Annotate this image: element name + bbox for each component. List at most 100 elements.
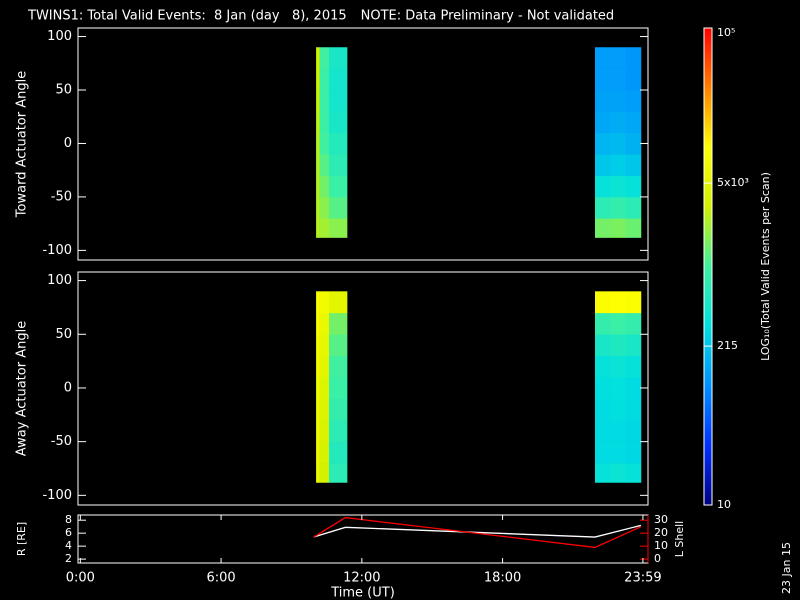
heatmap-cell <box>594 90 611 112</box>
heatmap-cell <box>319 377 330 400</box>
heatmap-cell <box>594 218 611 238</box>
heatmap-cell <box>625 68 642 91</box>
y-tick-label: 2 <box>65 552 72 565</box>
y-tick-label: -100 <box>42 243 72 258</box>
chart-title: TWINS1: Total Valid Events: 8 Jan (day 8… <box>27 9 347 24</box>
heatmap-cell <box>328 291 348 314</box>
heatmap-cell <box>328 111 348 134</box>
y-tick-label: 8 <box>65 513 72 526</box>
heatmap-cell <box>594 334 611 357</box>
heatmap-cell <box>610 355 627 378</box>
heatmap-cell <box>316 334 320 357</box>
heatmap-cell <box>328 420 348 442</box>
heatmap-cell <box>594 355 611 378</box>
date-stamp: 23 Jan 15 <box>780 542 793 594</box>
heatmap-cell <box>610 312 627 335</box>
y-tick-label: -50 <box>51 434 72 449</box>
heatmap-cell <box>610 463 627 483</box>
y-tick-label: 50 <box>55 83 72 98</box>
heatmap-cell <box>610 291 627 314</box>
heatmap-cell <box>328 175 348 198</box>
heatmap-cell <box>625 291 642 314</box>
y-axis-label: R [RE] <box>15 522 28 556</box>
colorbar-tick-label: 5x10³ <box>717 176 749 189</box>
heatmap-cell <box>328 377 348 400</box>
heatmap-cell <box>625 377 642 400</box>
x-axis-label: Time (UT) <box>330 586 395 600</box>
y2-tick-label: 0 <box>654 552 661 565</box>
y2-tick-label: 20 <box>654 526 668 539</box>
y-tick-label: 50 <box>55 327 72 342</box>
heatmap-cell <box>625 398 642 421</box>
y-axis-label: Away Actuator Angle <box>15 321 30 456</box>
y-tick-label: 6 <box>65 526 72 539</box>
heatmap-cell <box>316 111 320 134</box>
heatmap-cell <box>328 218 348 238</box>
heatmap-cell <box>594 175 611 198</box>
heatmap-cell <box>319 334 330 357</box>
heatmap-cell <box>594 111 611 134</box>
x-tick-label: 12:00 <box>343 571 380 586</box>
colorbar-tick-label: 10 <box>717 498 731 511</box>
heatmap-cell <box>594 441 611 464</box>
y-tick-label: -50 <box>51 189 72 204</box>
note: NOTE: Data Preliminary - Not validated <box>361 9 615 24</box>
heatmap-cell <box>328 47 348 69</box>
heatmap-cell <box>316 218 320 238</box>
heatmap-cell <box>316 291 320 314</box>
heatmap-cell <box>328 90 348 112</box>
heatmap-cell <box>328 398 348 421</box>
heatmap-cell <box>319 398 330 421</box>
heatmap-cell <box>625 420 642 442</box>
heatmap-cell <box>319 355 330 378</box>
heatmap-cell <box>594 398 611 421</box>
heatmap-cell <box>625 334 642 357</box>
heatmap-cell <box>610 154 627 176</box>
heatmap-cell <box>328 196 348 219</box>
heatmap-cell <box>625 218 642 238</box>
heatmap-cell <box>610 420 627 442</box>
heatmap-cell <box>625 463 642 483</box>
heatmap-cell <box>319 111 330 134</box>
heatmap-cell <box>319 68 330 91</box>
heatmap-cell <box>610 175 627 198</box>
heatmap-cell <box>594 154 611 176</box>
y-tick-label: 100 <box>47 273 72 288</box>
colorbar <box>703 27 713 506</box>
y2-tick-label: 30 <box>654 513 668 526</box>
heatmap-cell <box>316 90 320 112</box>
heatmap-cell <box>610 68 627 91</box>
heatmap-cell <box>625 312 642 335</box>
heatmap-cell <box>625 175 642 198</box>
heatmap-cell <box>316 196 320 219</box>
heatmap-cell <box>594 312 611 335</box>
heatmap-cell <box>610 334 627 357</box>
colorbar-label: LOG₁₀(Total Valid Events per Scan) <box>759 172 772 361</box>
heatmap-cell <box>319 218 330 238</box>
heatmap-cell <box>319 90 330 112</box>
heatmap-cell <box>328 68 348 91</box>
heatmap-cell <box>594 47 611 69</box>
y-tick-label: 0 <box>64 136 72 151</box>
heatmap-cell <box>625 90 642 112</box>
heatmap-cell <box>610 398 627 421</box>
heatmap-cell <box>316 154 320 176</box>
heatmap-cell <box>594 68 611 91</box>
y2-axis-label: L Shell <box>673 521 686 557</box>
heatmap-cell <box>625 111 642 134</box>
heatmap-cell <box>594 420 611 442</box>
y-tick-label: 100 <box>47 29 72 44</box>
heatmap-cell <box>328 355 348 378</box>
heatmap-cell <box>625 196 642 219</box>
heatmap-cell <box>316 312 320 335</box>
heatmap-cell <box>316 377 320 400</box>
x-tick-label: 0:00 <box>66 571 95 586</box>
heatmap-cell <box>625 154 642 176</box>
heatmap-cell <box>319 47 330 69</box>
y-tick-label: 4 <box>65 539 72 552</box>
heatmap-cell <box>316 355 320 378</box>
heatmap-cell <box>610 377 627 400</box>
heatmap-cell <box>319 132 330 155</box>
